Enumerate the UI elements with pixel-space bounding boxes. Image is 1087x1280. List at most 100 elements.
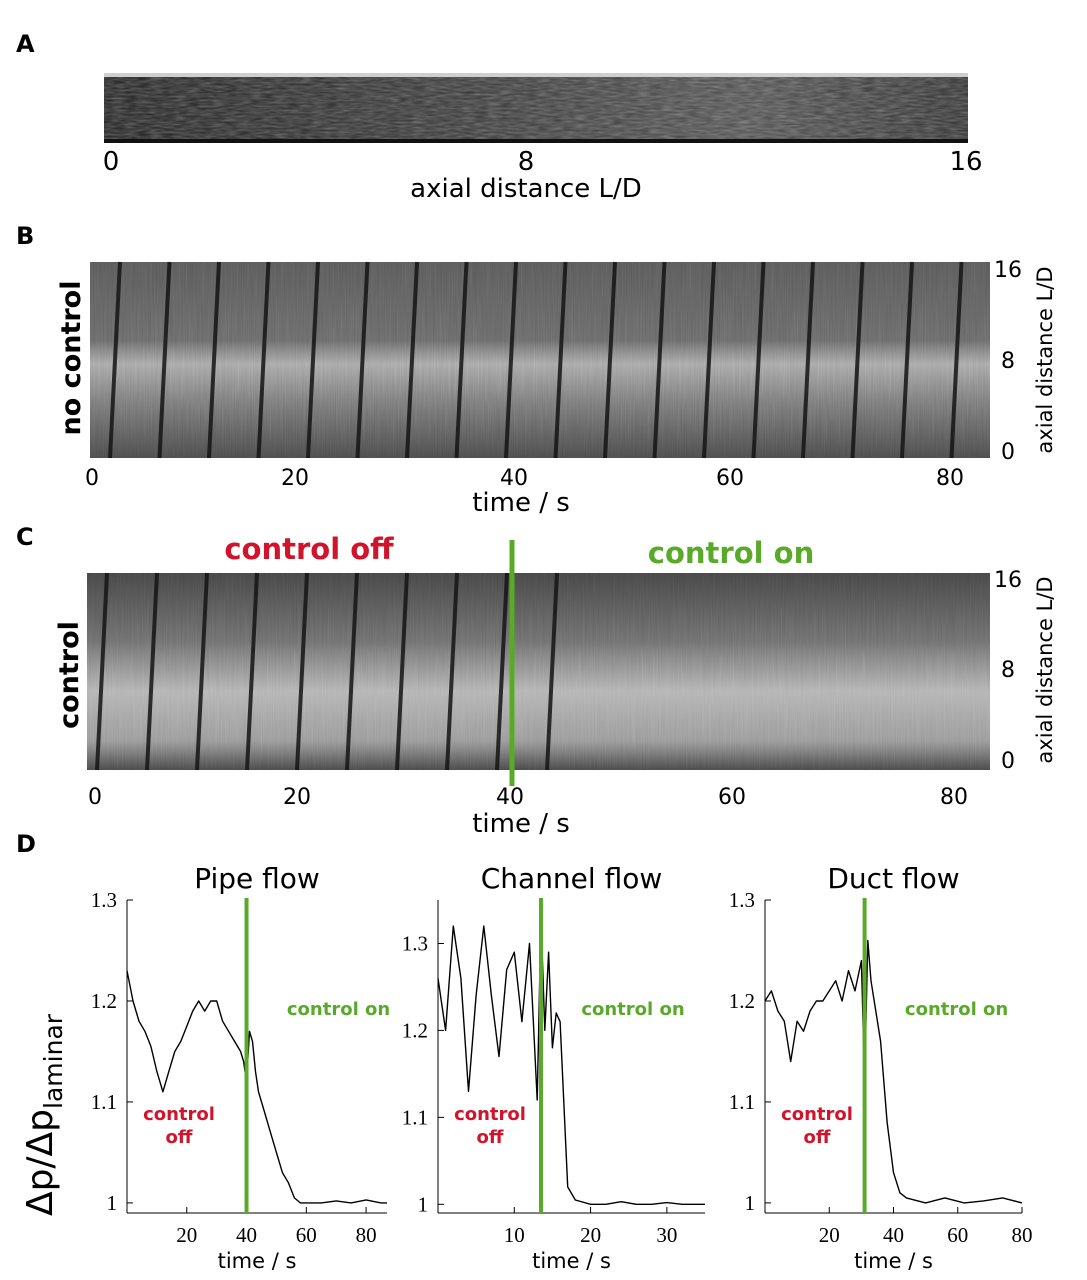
subplot-0-xtick-label: 40 — [236, 1223, 257, 1247]
subplot-2-ytick-label: 1.1 — [729, 1090, 755, 1114]
panel-d-letter: D — [16, 830, 36, 858]
subplot-2-title: Duct flow — [827, 862, 959, 895]
panel-a-letter: A — [16, 30, 35, 58]
puff-stripe — [145, 572, 159, 771]
puff-stripe — [405, 261, 419, 459]
subplot-1-ytick-label: 1.2 — [402, 1018, 428, 1042]
subplot-0-xtick-label: 20 — [176, 1223, 197, 1247]
panel-c-ytick-0: 0 — [1001, 749, 1015, 774]
pipe-tick-8: 8 — [518, 147, 535, 177]
panel-b-xtick-20: 20 — [281, 466, 309, 491]
panel-c-xtick-60: 60 — [718, 785, 746, 810]
panel-c-side-label: control — [54, 621, 85, 729]
panel-d-ylabel: Δp/Δplaminar — [20, 1013, 68, 1216]
subplot-1-ytick-label: 1.1 — [402, 1105, 428, 1129]
puff-stripe — [652, 261, 667, 459]
subplot-2-xtick-label: 80 — [1012, 1223, 1033, 1247]
puff-stripe — [207, 261, 221, 459]
puff-stripe — [504, 261, 518, 459]
puff-stripe — [850, 261, 865, 459]
panel-d-ylabel-sub: laminar — [39, 1013, 68, 1109]
subplot-1-label-control-off-line2: off — [477, 1127, 504, 1148]
subplot-1-label-control-on: control on — [581, 999, 684, 1020]
puff-stripe — [553, 261, 568, 459]
puff-stripe — [345, 572, 359, 771]
panel-b-xtick-60: 60 — [716, 466, 744, 491]
puff-stripe — [195, 572, 209, 771]
puff-stripe — [306, 261, 320, 459]
panel-b-ytick-0: 0 — [1001, 440, 1015, 465]
subplot-2-xtick-label: 20 — [819, 1223, 840, 1247]
panel-c-xtick-80: 80 — [940, 785, 968, 810]
subplot-1-xtick-label: 30 — [656, 1223, 677, 1247]
subplot-0-xlabel: time / s — [218, 1249, 297, 1273]
subplot-channel-flow: Channel flow 1 1.1 1.2 1.3 10 20 30 time / s cont… — [402, 862, 705, 1273]
panel-d: D Δp/Δplaminar Pipe flow 1 1.1 1.2 1.3 20 40 60… — [16, 830, 1033, 1273]
puff-stripe — [900, 261, 914, 459]
panel-c-ylabel: axial distance L/D — [1033, 576, 1057, 763]
subplot-duct-flow: Duct flow 1 1.1 1.2 1.3 20 40 60 80 time / s contr… — [729, 862, 1033, 1273]
puff-stripe — [454, 261, 469, 459]
panel-c-xtick-40: 40 — [496, 785, 524, 810]
subplot-0-ytick-label: 1.3 — [91, 888, 117, 912]
panel-b-ylabel: axial distance L/D — [1033, 266, 1057, 453]
panel-b-ytick-16: 16 — [994, 258, 1022, 283]
pipe-tick-16: 16 — [949, 147, 982, 177]
subplot-2-ytick-label: 1.2 — [729, 989, 755, 1013]
subplot-2-xtick-label: 40 — [883, 1223, 904, 1247]
puff-stripe — [801, 261, 815, 459]
panel-a: A 0 8 16 axial distance L/D — [16, 30, 983, 204]
subplot-1-title: Channel flow — [481, 862, 663, 895]
panel-c-ytick-8: 8 — [1001, 658, 1015, 683]
puff-stripe — [157, 261, 172, 459]
subplot-1-xtick-label: 10 — [504, 1223, 525, 1247]
panel-c-label-off: control off — [224, 532, 394, 566]
puff-stripe — [395, 572, 409, 771]
puff-stripe — [545, 572, 559, 771]
panel-b-xtick-40: 40 — [500, 466, 528, 491]
puff-stripe — [95, 572, 109, 771]
puff-stripe — [495, 572, 509, 771]
subplot-1-ytick-label: 1 — [418, 1192, 429, 1216]
subplot-2-label-control-on: control on — [905, 999, 1008, 1020]
subplot-1-xlabel: time / s — [532, 1249, 611, 1273]
puff-stripe — [445, 572, 459, 771]
panel-c-label-on: control on — [648, 536, 814, 570]
subplot-0-ytick-label: 1.1 — [91, 1090, 117, 1114]
subplot-2-label-control-off-line2: off — [804, 1127, 831, 1148]
subplot-2-ytick-label: 1 — [745, 1191, 756, 1215]
puff-stripe — [603, 261, 617, 459]
panel-c-xlabel: time / s — [472, 809, 570, 839]
panel-b: B no control 0 20 40 60 80 time / s 16 8… — [16, 222, 1057, 518]
subplot-1-label-control-off-line1: control — [454, 1104, 526, 1125]
subplot-1-ytick-label: 1.3 — [402, 931, 428, 955]
subplot-2-pressure-trace — [764, 939, 1023, 1204]
puff-stripe — [702, 261, 716, 459]
subplot-2-xlabel: time / s — [854, 1249, 933, 1273]
panel-b-ytick-8: 8 — [1001, 349, 1015, 374]
subplot-0-xtick-label: 80 — [356, 1223, 377, 1247]
subplot-0-title: Pipe flow — [194, 862, 320, 895]
spacetime-control — [87, 572, 990, 771]
subplot-0-xtick-label: 60 — [296, 1223, 317, 1247]
subplot-1-xtick-label: 20 — [580, 1223, 601, 1247]
puff-stripe — [751, 261, 766, 459]
panel-b-xtick-80: 80 — [936, 466, 964, 491]
subplot-pipe-flow: Pipe flow 1 1.1 1.2 1.3 20 40 60 80 time / s contr… — [91, 862, 390, 1273]
puff-stripe — [355, 261, 370, 459]
panel-b-letter: B — [16, 222, 34, 250]
subplot-0-label-control-on: control on — [287, 999, 390, 1020]
panel-b-side-label: no control — [56, 281, 87, 436]
subplot-1-pressure-trace — [437, 916, 705, 1205]
panel-d-ylabel-main: Δp/Δp — [20, 1109, 61, 1216]
panel-b-xtick-0: 0 — [85, 466, 99, 491]
subplot-0-label-control-off-line1: control — [143, 1104, 215, 1125]
puff-stripe — [949, 261, 964, 459]
subplot-0-ytick-label: 1.2 — [91, 989, 117, 1013]
puff-stripe — [256, 261, 271, 459]
panel-b-xlabel: time / s — [472, 488, 570, 518]
subplot-0-label-control-off-line2: off — [166, 1127, 193, 1148]
puff-stripe — [108, 261, 122, 459]
svg-text:Δp/Δplaminar: Δp/Δplaminar — [20, 1013, 68, 1216]
